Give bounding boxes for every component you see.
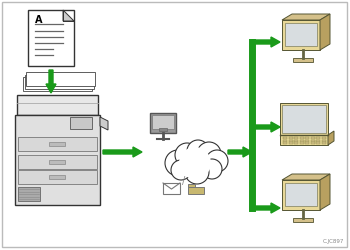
Circle shape	[175, 143, 199, 167]
FancyBboxPatch shape	[310, 142, 315, 144]
Polygon shape	[285, 23, 317, 46]
FancyBboxPatch shape	[300, 140, 303, 141]
Circle shape	[206, 150, 228, 172]
Circle shape	[187, 140, 209, 162]
FancyBboxPatch shape	[294, 137, 298, 139]
Polygon shape	[63, 10, 74, 21]
FancyBboxPatch shape	[283, 137, 287, 139]
FancyBboxPatch shape	[283, 142, 287, 144]
FancyBboxPatch shape	[310, 137, 315, 139]
FancyBboxPatch shape	[49, 175, 65, 179]
FancyBboxPatch shape	[310, 140, 315, 141]
Polygon shape	[280, 135, 328, 145]
FancyArrow shape	[46, 70, 56, 93]
FancyBboxPatch shape	[188, 187, 204, 194]
Circle shape	[179, 147, 211, 179]
FancyBboxPatch shape	[15, 115, 100, 205]
Polygon shape	[282, 174, 330, 180]
FancyBboxPatch shape	[322, 140, 326, 141]
FancyBboxPatch shape	[163, 183, 180, 194]
Polygon shape	[282, 20, 320, 50]
FancyBboxPatch shape	[159, 128, 167, 131]
FancyBboxPatch shape	[293, 58, 313, 62]
FancyBboxPatch shape	[316, 137, 320, 139]
FancyArrow shape	[228, 147, 252, 157]
Polygon shape	[285, 183, 317, 206]
FancyArrow shape	[252, 37, 280, 47]
FancyBboxPatch shape	[305, 140, 309, 141]
FancyBboxPatch shape	[316, 140, 320, 141]
FancyBboxPatch shape	[293, 218, 313, 222]
Polygon shape	[328, 131, 334, 145]
Polygon shape	[282, 105, 326, 133]
FancyArrow shape	[103, 147, 142, 157]
FancyBboxPatch shape	[300, 142, 303, 144]
Polygon shape	[100, 117, 108, 130]
FancyBboxPatch shape	[294, 142, 298, 144]
Circle shape	[202, 159, 222, 179]
FancyBboxPatch shape	[300, 137, 303, 139]
FancyBboxPatch shape	[188, 184, 195, 187]
FancyArrow shape	[252, 122, 280, 132]
Polygon shape	[282, 14, 330, 20]
FancyBboxPatch shape	[288, 142, 293, 144]
FancyBboxPatch shape	[23, 77, 92, 91]
FancyBboxPatch shape	[288, 137, 293, 139]
FancyBboxPatch shape	[18, 170, 97, 184]
Polygon shape	[282, 180, 320, 210]
FancyBboxPatch shape	[288, 140, 293, 141]
FancyBboxPatch shape	[152, 115, 174, 129]
FancyBboxPatch shape	[49, 142, 65, 146]
FancyBboxPatch shape	[305, 137, 309, 139]
FancyBboxPatch shape	[26, 72, 95, 86]
Text: /: /	[182, 176, 185, 186]
FancyBboxPatch shape	[28, 10, 74, 66]
Polygon shape	[320, 14, 330, 50]
Text: A: A	[35, 15, 42, 25]
Circle shape	[197, 142, 221, 166]
FancyBboxPatch shape	[25, 74, 93, 88]
FancyBboxPatch shape	[70, 117, 92, 129]
FancyBboxPatch shape	[17, 95, 98, 115]
FancyBboxPatch shape	[18, 137, 97, 151]
FancyBboxPatch shape	[322, 137, 326, 139]
Circle shape	[171, 160, 191, 180]
FancyBboxPatch shape	[283, 140, 287, 141]
Circle shape	[165, 150, 191, 176]
FancyBboxPatch shape	[150, 113, 176, 133]
FancyBboxPatch shape	[18, 155, 97, 169]
Text: C.JC897: C.JC897	[323, 239, 344, 244]
FancyBboxPatch shape	[49, 160, 65, 164]
FancyArrow shape	[252, 203, 280, 213]
Polygon shape	[320, 174, 330, 210]
FancyBboxPatch shape	[305, 142, 309, 144]
FancyBboxPatch shape	[18, 187, 40, 201]
Polygon shape	[280, 103, 328, 135]
FancyBboxPatch shape	[294, 140, 298, 141]
Circle shape	[185, 160, 209, 184]
FancyBboxPatch shape	[316, 142, 320, 144]
FancyBboxPatch shape	[322, 142, 326, 144]
